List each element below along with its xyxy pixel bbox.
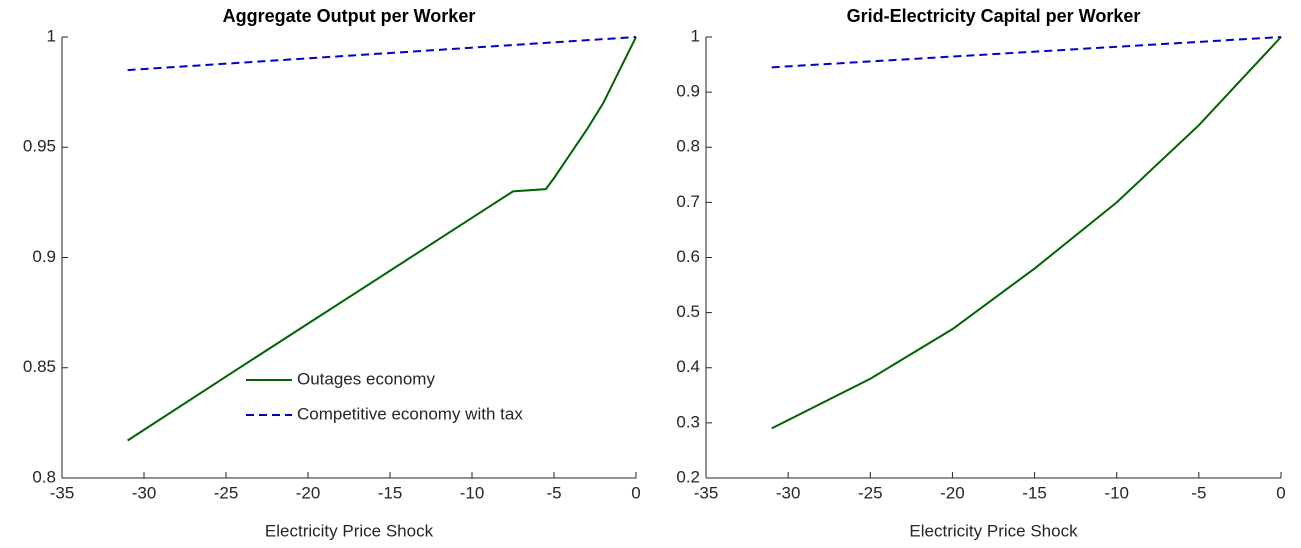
x-tick-label: 0 bbox=[1276, 483, 1285, 502]
legend-label: Outages economy bbox=[297, 369, 435, 388]
y-tick-label: 1 bbox=[691, 26, 700, 45]
data-line bbox=[771, 36, 1282, 69]
y-tick-label: 0.4 bbox=[676, 357, 700, 376]
x-tick-label: -10 bbox=[1104, 483, 1129, 502]
x-tick-label: -35 bbox=[50, 483, 75, 502]
y-tick-label: 1 bbox=[47, 26, 56, 45]
x-tick-label: -10 bbox=[460, 483, 485, 502]
data-line bbox=[127, 36, 637, 442]
x-tick-label: -30 bbox=[776, 483, 801, 502]
x-axis-label: Electricity Price Shock bbox=[265, 521, 434, 540]
chart-title: Aggregate Output per Worker bbox=[223, 6, 476, 26]
y-tick-label: 0.6 bbox=[676, 247, 700, 266]
y-tick-label: 0.8 bbox=[32, 467, 56, 486]
y-tick-label: 0.2 bbox=[676, 467, 700, 486]
data-line bbox=[771, 36, 1282, 430]
x-tick-label: -5 bbox=[1191, 483, 1206, 502]
x-tick-label: -25 bbox=[858, 483, 883, 502]
y-tick-label: 0.9 bbox=[676, 82, 700, 101]
x-tick-label: -30 bbox=[132, 483, 157, 502]
data-line bbox=[127, 36, 637, 72]
x-tick-label: 0 bbox=[631, 483, 640, 502]
y-tick-label: 0.95 bbox=[23, 137, 56, 156]
y-tick-label: 0.3 bbox=[676, 412, 700, 431]
y-tick-label: 0.9 bbox=[32, 247, 56, 266]
y-tick-label: 0.8 bbox=[676, 137, 700, 156]
legend-label: Competitive economy with tax bbox=[297, 404, 523, 423]
x-tick-label: -5 bbox=[546, 483, 561, 502]
x-tick-label: -20 bbox=[940, 483, 965, 502]
x-axis-label: Electricity Price Shock bbox=[909, 521, 1078, 540]
x-tick-label: -15 bbox=[378, 483, 403, 502]
y-tick-label: 0.5 bbox=[676, 302, 700, 321]
x-tick-label: -25 bbox=[214, 483, 239, 502]
chart-title: Grid-Electricity Capital per Worker bbox=[847, 6, 1141, 26]
y-tick-label: 0.7 bbox=[676, 192, 700, 211]
x-tick-label: -35 bbox=[694, 483, 719, 502]
y-tick-label: 0.85 bbox=[23, 357, 56, 376]
x-tick-label: -15 bbox=[1022, 483, 1047, 502]
x-tick-label: -20 bbox=[296, 483, 321, 502]
